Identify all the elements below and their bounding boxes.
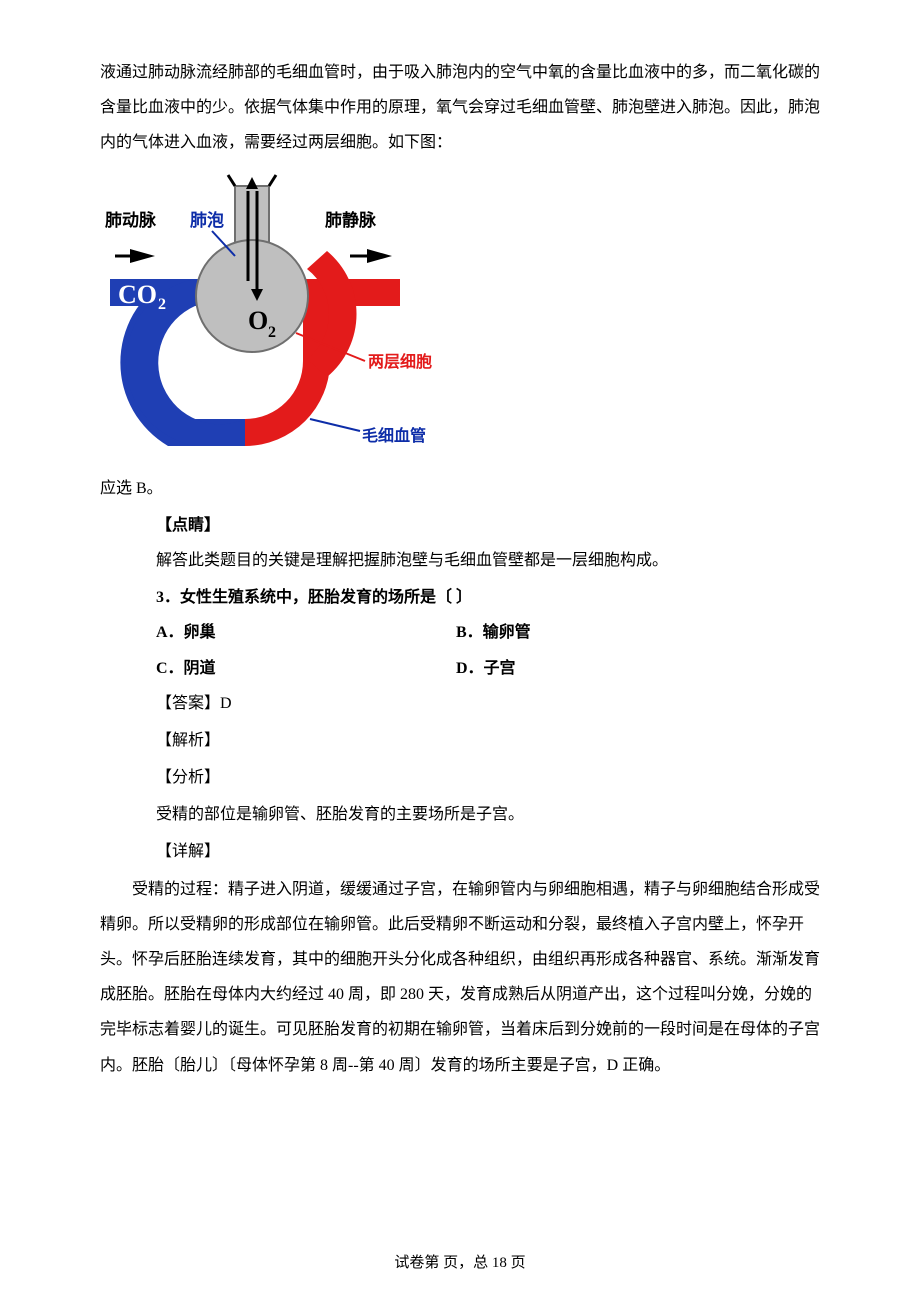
q3-options-row-1: A．卵巢 B．输卵管 [100,615,820,650]
dianjing-text: 解答此类题目的关键是理解把握肺泡壁与毛细血管壁都是一层细胞构成。 [100,543,820,578]
answer-select-b: 应选 B。 [100,471,820,506]
page-footer: 试卷第 页，总 18 页 [0,1251,920,1272]
xiangjie-text: 受精的过程：精子进入阴道，缓缓通过子宫，在输卵管内与卵细胞相遇，精子与卵细胞结合… [100,872,820,1083]
svg-text:2: 2 [268,324,276,341]
svg-text:肺静脉: 肺静脉 [325,210,377,230]
svg-text:毛细血管: 毛细血管 [362,426,426,445]
answer-d: 【答案】D [100,686,820,721]
q3-stem: 3．女性生殖系统中，胚胎发育的场所是〔 〕 [100,580,820,615]
xiangjie-label: 【详解】 [100,834,820,869]
intro-paragraph: 液通过肺动脉流经肺部的毛细血管时，由于吸入肺泡内的空气中氧的含量比血液中的多，而… [100,55,820,161]
q3-options-row-2: C．阴道 D．子宫 [100,651,820,686]
svg-text:肺泡: 肺泡 [190,210,224,230]
q3-option-c: C．阴道 [156,651,456,686]
dianjing-label: 【点睛】 [100,508,820,543]
svg-text:2: 2 [158,296,166,313]
alveolus-diagram: CO2O2肺动脉肺泡肺静脉两层细胞毛细血管 [100,171,820,466]
svg-text:肺动脉: 肺动脉 [105,210,157,230]
q3-option-d: D．子宫 [456,651,756,686]
svg-text:O: O [248,306,268,335]
fenxi-label: 【分析】 [100,760,820,795]
q3-option-a: A．卵巢 [156,615,456,650]
jiexi-label: 【解析】 [100,723,820,758]
svg-text:CO: CO [118,280,157,309]
svg-text:两层细胞: 两层细胞 [368,352,432,371]
q3-option-b: B．输卵管 [456,615,756,650]
fenxi-text: 受精的部位是输卵管、胚胎发育的主要场所是子宫。 [100,797,820,832]
